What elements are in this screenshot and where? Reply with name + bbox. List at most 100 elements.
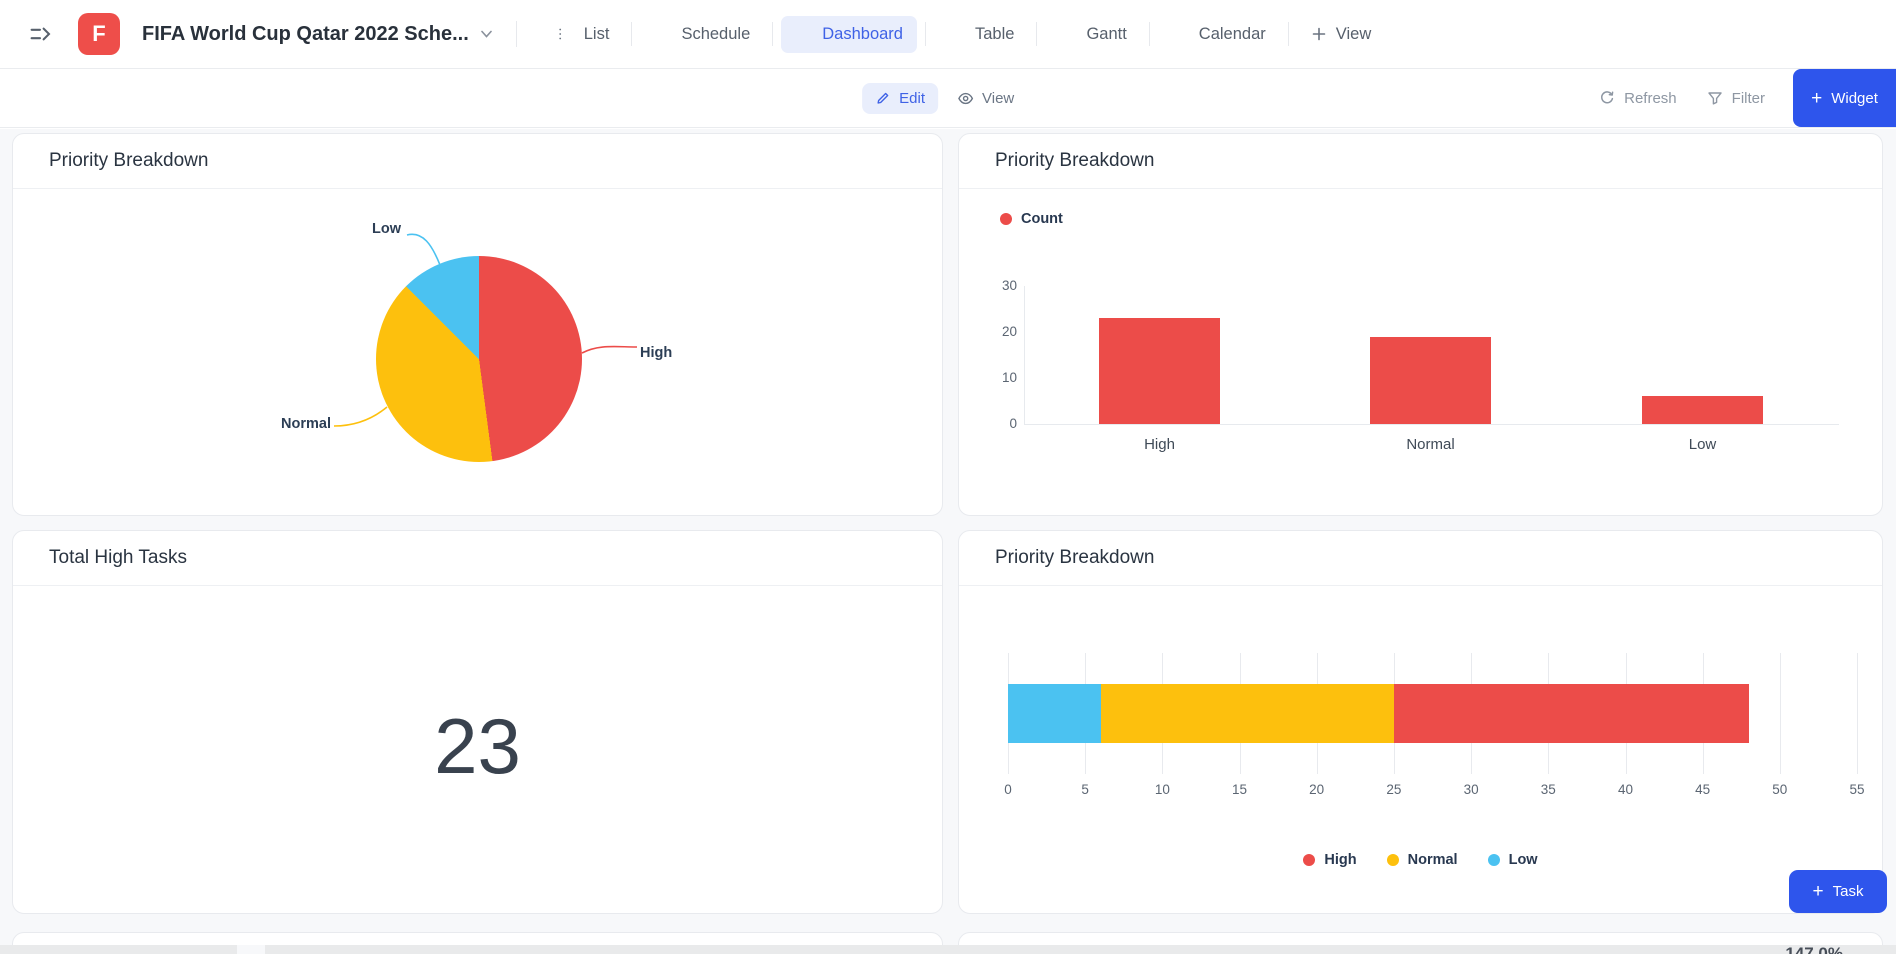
filter-button[interactable]: Filter <box>1707 90 1765 107</box>
pie-label-high: High <box>640 345 673 361</box>
bar-segment-high <box>1393 684 1749 743</box>
legend-item-low: Low <box>1487 852 1538 868</box>
tab-dashboard[interactable]: Dashboard <box>781 15 917 53</box>
tab-gantt[interactable]: Gantt <box>1045 16 1140 53</box>
plus-icon: + <box>1812 881 1824 902</box>
view-button[interactable]: View <box>944 83 1027 114</box>
x-tick-label: 20 <box>1309 782 1325 797</box>
dashboard-board: Priority Breakdown Low High Normal Prior… <box>0 129 1896 954</box>
widget-header: Total High Tasks <box>13 531 942 586</box>
x-tick-label: 35 <box>1540 782 1556 797</box>
tab-divider <box>1287 22 1289 46</box>
tab-label: Gantt <box>1086 24 1127 43</box>
list-title-dropdown[interactable]: FIFA World Cup Qatar 2022 Sche... <box>142 23 492 46</box>
add-widget-button[interactable]: + Widget <box>1793 69 1896 127</box>
category-label: Low <box>1688 436 1717 453</box>
workspace-logo[interactable]: F <box>78 13 120 55</box>
legend-dot <box>1386 854 1399 866</box>
stacked-bar <box>1008 684 1749 743</box>
bar-chart-area: Count 30 20 10 0 High Normal Low <box>959 189 1882 515</box>
dashboard-icon <box>795 25 813 43</box>
category-label: Normal <box>1406 436 1455 453</box>
gridline <box>1857 653 1858 774</box>
legend-label: High <box>1324 852 1357 868</box>
legend-item-high: High <box>1303 852 1357 868</box>
x-tick-label: 10 <box>1154 782 1170 797</box>
bar-low <box>1642 396 1763 424</box>
widget-title: Priority Breakdown <box>49 150 209 171</box>
bottom-edge-strip <box>0 945 1896 954</box>
gantt-icon <box>1059 25 1077 43</box>
y-tick-label: 30 <box>1001 278 1017 293</box>
partial-stat-value: 147.0% <box>1785 944 1843 954</box>
view-label: View <box>982 89 1015 107</box>
tab-divider <box>772 22 774 46</box>
x-tick-label: 40 <box>1617 782 1634 797</box>
table-icon <box>948 25 966 43</box>
pencil-icon <box>875 90 891 106</box>
series-legend: Count <box>1000 211 1063 227</box>
stat-value: 23 <box>434 701 521 790</box>
bar-normal <box>1370 337 1491 424</box>
stacked-chart-area: 0 5 10 15 20 25 30 35 40 45 50 55 High Normal Low <box>959 586 1882 913</box>
mode-switch: Edit View <box>862 69 1027 127</box>
list-icon <box>557 25 575 43</box>
x-tick-label: 0 <box>1004 782 1012 797</box>
tab-label: List <box>583 24 610 43</box>
calendar-icon <box>1172 25 1190 43</box>
edit-button[interactable]: Edit <box>862 82 939 114</box>
legend-label: Normal <box>1407 852 1458 868</box>
refresh-label: Refresh <box>1624 89 1677 107</box>
toolbar-actions: Refresh Filter + Widget <box>1599 69 1896 127</box>
dashboard-toolbar: Edit View Refr <box>0 69 1896 128</box>
tab-list[interactable]: List <box>543 16 624 53</box>
tab-label: Calendar <box>1198 24 1266 43</box>
tab-divider <box>631 22 633 46</box>
category-label: High <box>1144 436 1175 453</box>
stat-area: 23 <box>13 586 942 913</box>
tab-divider <box>1036 22 1038 46</box>
tab-add-view[interactable]: View <box>1297 16 1385 53</box>
widget-label: Widget <box>1831 89 1878 107</box>
eye-icon <box>957 90 974 107</box>
sidebar-expand-icon <box>28 22 52 46</box>
tab-calendar[interactable]: Calendar <box>1158 16 1280 53</box>
plus-icon: + <box>1811 87 1823 109</box>
widget-header: Priority Breakdown <box>959 531 1882 586</box>
tab-label: View <box>1335 24 1372 43</box>
top-nav: F FIFA World Cup Qatar 2022 Sche... List <box>0 0 1896 69</box>
edit-label: Edit <box>899 89 926 107</box>
bar-segment-normal <box>1100 684 1394 743</box>
tab-schedule[interactable]: Schedule <box>640 16 764 53</box>
add-task-button[interactable]: + Task <box>1789 870 1887 913</box>
filter-icon <box>1707 90 1723 106</box>
widget-title: Total High Tasks <box>49 547 187 568</box>
tab-divider <box>924 22 926 46</box>
refresh-button[interactable]: Refresh <box>1599 90 1677 107</box>
schedule-icon <box>654 25 672 43</box>
view-tabs: List Schedule <box>543 0 1385 68</box>
y-tick-label: 20 <box>1001 324 1017 339</box>
pie-chart <box>376 256 582 462</box>
tab-divider <box>1148 22 1150 46</box>
widget-priority-bars: Priority Breakdown Count 30 20 10 0 High… <box>958 133 1883 516</box>
pie-chart-area: Low High Normal <box>13 189 942 515</box>
legend-label: Low <box>1508 852 1538 868</box>
x-tick-label: 50 <box>1772 782 1788 797</box>
y-tick-label: 10 <box>1001 370 1017 385</box>
x-tick-label: 5 <box>1081 782 1089 797</box>
widget-header: Priority Breakdown <box>13 134 942 189</box>
legend-label: Count <box>1021 211 1063 227</box>
widget-priority-stacked: Priority Breakdown 0 5 10 15 20 25 30 35 40 45 50 5… <box>958 530 1883 914</box>
bar-segment-low <box>1008 684 1101 743</box>
nav-divider <box>515 21 517 47</box>
sidebar-toggle-button[interactable] <box>28 22 52 46</box>
widget-title: Priority Breakdown <box>995 547 1155 568</box>
bottom-edge-notch <box>237 945 265 954</box>
widget-header: Priority Breakdown <box>959 134 1882 189</box>
tab-table[interactable]: Table <box>934 16 1028 53</box>
legend-dot <box>1487 854 1500 866</box>
legend-dot <box>1000 213 1012 225</box>
gridline <box>1779 653 1781 774</box>
